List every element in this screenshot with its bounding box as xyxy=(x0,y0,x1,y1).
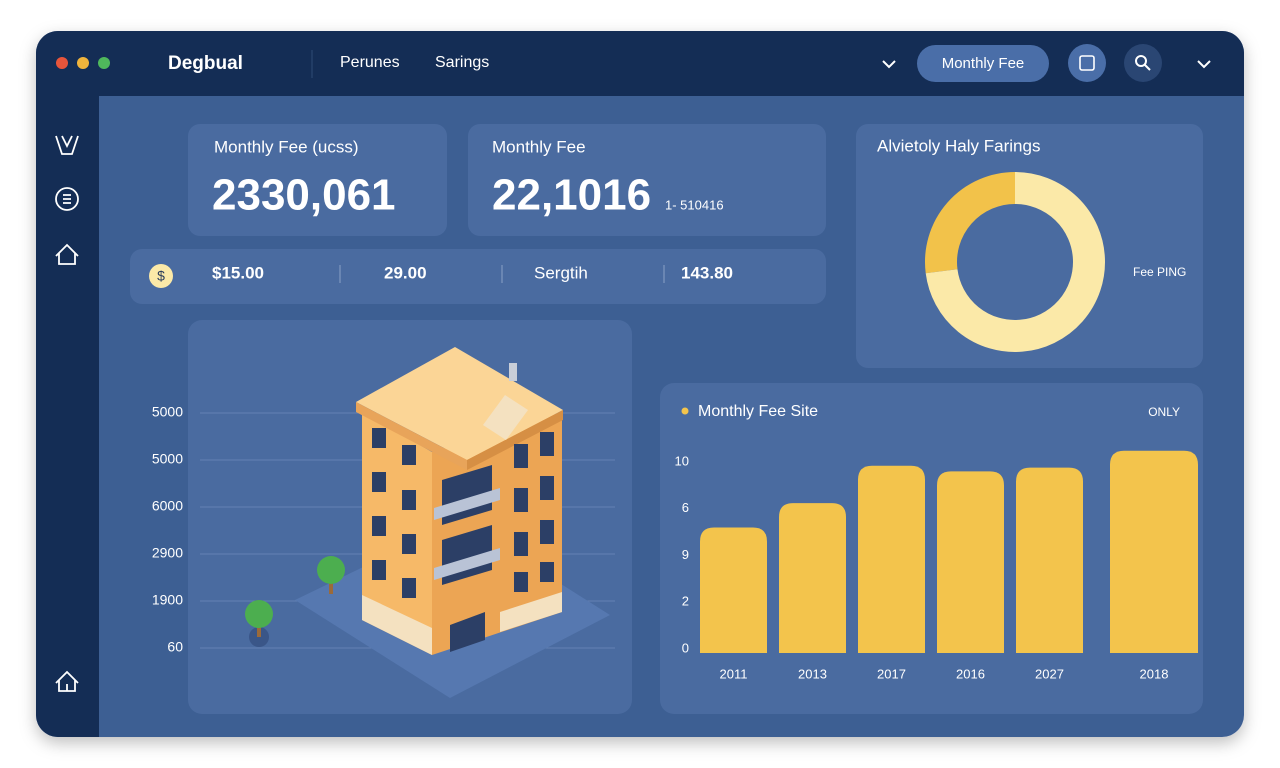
menu-chevron[interactable] xyxy=(1197,60,1211,69)
sidebar-icon[interactable] xyxy=(55,187,79,211)
y-tick-label: 60 xyxy=(167,639,183,655)
x-tick-label: 2017 xyxy=(877,666,906,681)
x-tick-label: 2027 xyxy=(1035,666,1064,681)
building-illustration xyxy=(245,347,610,698)
stat-card xyxy=(468,124,826,236)
coin-symbol: $ xyxy=(157,268,165,284)
sidebar xyxy=(36,96,99,737)
bar xyxy=(1016,467,1083,653)
donut-segment xyxy=(925,172,1016,274)
stat-note: 1- 510416 xyxy=(665,197,724,212)
summary-value: 143.80 xyxy=(681,263,733,282)
bar-badge: ONLY xyxy=(1148,405,1180,419)
window-minimize[interactable] xyxy=(77,57,89,69)
search-button[interactable] xyxy=(1124,44,1162,82)
x-tick-label: 2016 xyxy=(956,666,985,681)
nav-link[interactable]: Sarings xyxy=(435,54,489,71)
coin-icon xyxy=(149,264,173,288)
y-tick-label: 2 xyxy=(682,594,689,609)
bar xyxy=(779,503,846,653)
y-tick-label: 6000 xyxy=(152,498,183,514)
header-button[interactable] xyxy=(917,45,1049,82)
icon-button[interactable] xyxy=(1068,44,1106,82)
x-tick-label: 2011 xyxy=(720,666,748,681)
summary-value: 29.00 xyxy=(384,263,427,282)
stat-value: 22,1016 xyxy=(492,171,651,220)
stat-card xyxy=(188,124,447,236)
sidebar-icon[interactable] xyxy=(55,670,79,692)
y-tick-label: 5000 xyxy=(152,404,183,420)
donut-legend: Fee PING xyxy=(1133,265,1186,279)
sidebar-icon xyxy=(63,194,71,204)
x-tick-label: 2018 xyxy=(1140,666,1169,681)
y-tick-label: 6 xyxy=(682,500,689,515)
dropdown-chevron[interactable] xyxy=(882,60,896,69)
search-icon xyxy=(1135,55,1147,67)
sidebar-icon[interactable] xyxy=(55,135,79,155)
search-icon xyxy=(1144,64,1151,71)
sidebar-icon[interactable] xyxy=(55,243,79,265)
y-tick-label: 5000 xyxy=(152,451,183,467)
nav-link[interactable]: Perunes xyxy=(340,54,400,71)
stat-title: Monthly Fee (ucss) xyxy=(214,137,359,156)
donut-segment xyxy=(925,172,1105,352)
icon xyxy=(1079,55,1095,71)
bar xyxy=(700,527,767,653)
bar xyxy=(937,471,1004,653)
bar xyxy=(1110,450,1198,653)
y-tick-label: 1900 xyxy=(152,592,183,608)
header-button-label: Monthly Fee xyxy=(942,55,1025,72)
brand: Degbual xyxy=(168,53,243,74)
y-tick-label: 9 xyxy=(682,547,689,562)
y-tick-label: 10 xyxy=(675,453,689,468)
x-tick-label: 2013 xyxy=(798,666,827,681)
title-dot xyxy=(681,407,689,415)
window-close[interactable] xyxy=(56,57,68,69)
bar xyxy=(858,465,925,653)
summary-value: Sergtih xyxy=(534,263,588,282)
window-maximize[interactable] xyxy=(98,57,110,69)
summary-value: $15.00 xyxy=(212,263,264,282)
y-tick-label: 0 xyxy=(682,640,689,655)
donut-title: Alvietoly Haly Farings xyxy=(877,136,1040,155)
bar-title: Monthly Fee Site xyxy=(698,403,818,420)
stat-title: Monthly Fee xyxy=(492,137,586,156)
stat-value: 2330,061 xyxy=(212,171,396,220)
summary-row xyxy=(130,249,826,304)
y-tick-label: 2900 xyxy=(152,545,183,561)
